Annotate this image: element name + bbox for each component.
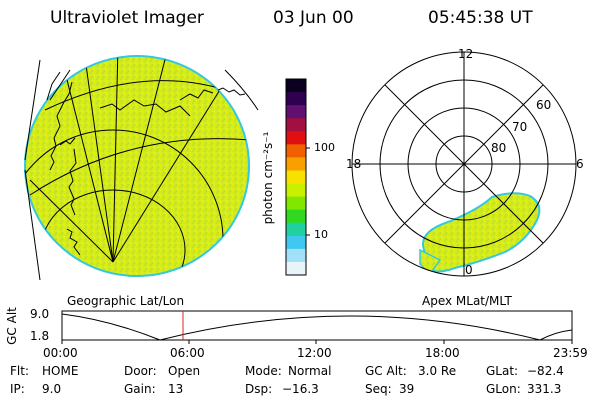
- colorbar: [285, 78, 310, 276]
- mlt-label-12: 12: [458, 47, 474, 61]
- door-value: Open: [168, 364, 201, 378]
- altitude-xtick-1800: 18:00: [425, 346, 460, 360]
- glon-value: 331.3: [527, 382, 562, 396]
- altitude-xtick-0000: 00:00: [43, 346, 78, 360]
- polar-plot: [351, 51, 577, 277]
- door-label: Door:: [124, 364, 157, 378]
- altitude-x-ticks: [61, 340, 573, 344]
- lat-label-70: 70: [512, 120, 528, 134]
- flt-label: Flt:: [10, 364, 29, 378]
- colorbar-segment: [286, 196, 306, 211]
- colorbar-segment: [286, 261, 306, 276]
- altitude-ylabel: GC Alt: [5, 307, 19, 345]
- polar-aurora-oval: [419, 192, 541, 276]
- lat-label-60: 60: [536, 98, 552, 112]
- colorbar-tick-10: 10: [314, 228, 328, 241]
- colorbar-segment: [286, 170, 306, 185]
- altitude-curve: [61, 313, 573, 341]
- date-label: 03 Jun 00: [273, 8, 354, 28]
- colorbar-segment: [286, 209, 306, 224]
- ip-value: 9.0: [42, 382, 62, 396]
- altitude-xtick-1200: 12:00: [297, 346, 332, 360]
- glat-label: GLat:: [486, 364, 519, 378]
- colorbar-segment: [286, 131, 306, 145]
- altitude-xtick-0600: 06:00: [170, 346, 205, 360]
- colorbar-segment: [286, 235, 306, 250]
- geographic-caption: Geographic Lat/Lon: [67, 294, 185, 308]
- glon-label: GLon:: [486, 382, 521, 396]
- mlt-label-18: 18: [346, 157, 362, 171]
- mode-label: Mode:: [245, 364, 282, 378]
- seq-label: Seq:: [365, 382, 392, 396]
- dsp-value: −16.3: [282, 382, 319, 396]
- colorbar-segment: [286, 183, 306, 198]
- gain-value: 13: [168, 382, 184, 396]
- altitude-ytick-9: 9.0: [30, 307, 50, 321]
- time-label: 05:45:38 UT: [428, 8, 533, 28]
- seq-value: 39: [399, 382, 415, 396]
- instrument-title: Ultraviolet Imager: [50, 8, 204, 28]
- geographic-image: [24, 55, 259, 281]
- colorbar-unit-label: photon cm⁻²s⁻¹: [261, 131, 275, 225]
- colorbar-segment: [286, 79, 306, 93]
- mlt-label-0: 0: [465, 263, 473, 277]
- gain-label: Gain:: [124, 382, 156, 396]
- polar-grid: [351, 51, 577, 277]
- colorbar-segment: [286, 118, 306, 132]
- altitude-plot-frame: [61, 310, 573, 341]
- lat-label-80: 80: [491, 141, 507, 155]
- colorbar-segment: [286, 248, 306, 263]
- colorbar-segment: [286, 92, 306, 106]
- apex-caption: Apex MLat/MLT: [422, 294, 512, 308]
- ip-label: IP:: [10, 382, 25, 396]
- colorbar-segment: [286, 222, 306, 237]
- geo-outer-lines: [24, 59, 259, 281]
- colorbar-segment: [286, 144, 306, 158]
- gc-alt-value: 3.0 Re: [418, 364, 457, 378]
- altitude-plot: [61, 310, 573, 344]
- colorbar-segment: [286, 105, 306, 119]
- uv-earth-disk: [24, 55, 250, 277]
- altitude-ytick-1-8: 1.8: [30, 329, 50, 343]
- altitude-xtick-2359: 23:59: [553, 346, 588, 360]
- glat-value: −82.4: [527, 364, 564, 378]
- dsp-label: Dsp:: [245, 382, 273, 396]
- colorbar-tick-100: 100: [314, 141, 335, 154]
- flt-value: HOME: [42, 364, 79, 378]
- gc-alt-label: GC Alt:: [365, 364, 407, 378]
- mlt-label-6: 6: [576, 157, 584, 171]
- colorbar-segment: [286, 157, 306, 172]
- colorbar-frame: [285, 78, 307, 276]
- mode-value: Normal: [288, 364, 332, 378]
